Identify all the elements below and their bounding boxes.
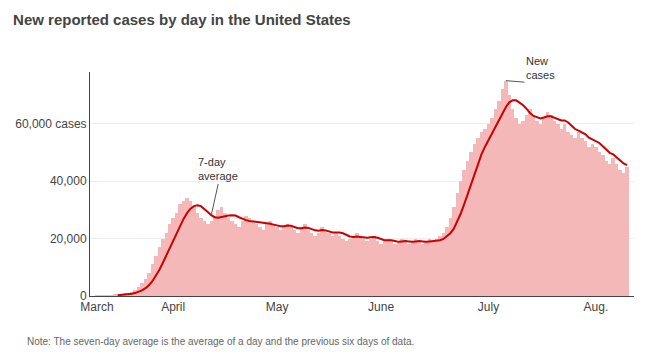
svg-text:Newcases: Newcases [526,55,555,81]
svg-text:New reported cases by day in t: New reported cases by day in the United … [13,11,351,28]
svg-text:0: 0 [80,289,87,303]
svg-text:June: June [368,300,394,314]
svg-text:April: April [161,300,185,314]
svg-text:March: March [80,300,113,314]
svg-text:Note: The seven-day average is: Note: The seven-day average is the avera… [27,336,414,347]
svg-text:60,000 cases: 60,000 cases [15,117,86,131]
svg-text:20,000: 20,000 [50,232,87,246]
svg-text:40,000: 40,000 [50,174,87,188]
svg-text:July: July [478,300,499,314]
svg-text:May: May [266,300,289,314]
svg-text:Aug.: Aug. [584,300,609,314]
svg-text:7-dayaverage: 7-dayaverage [198,156,238,182]
